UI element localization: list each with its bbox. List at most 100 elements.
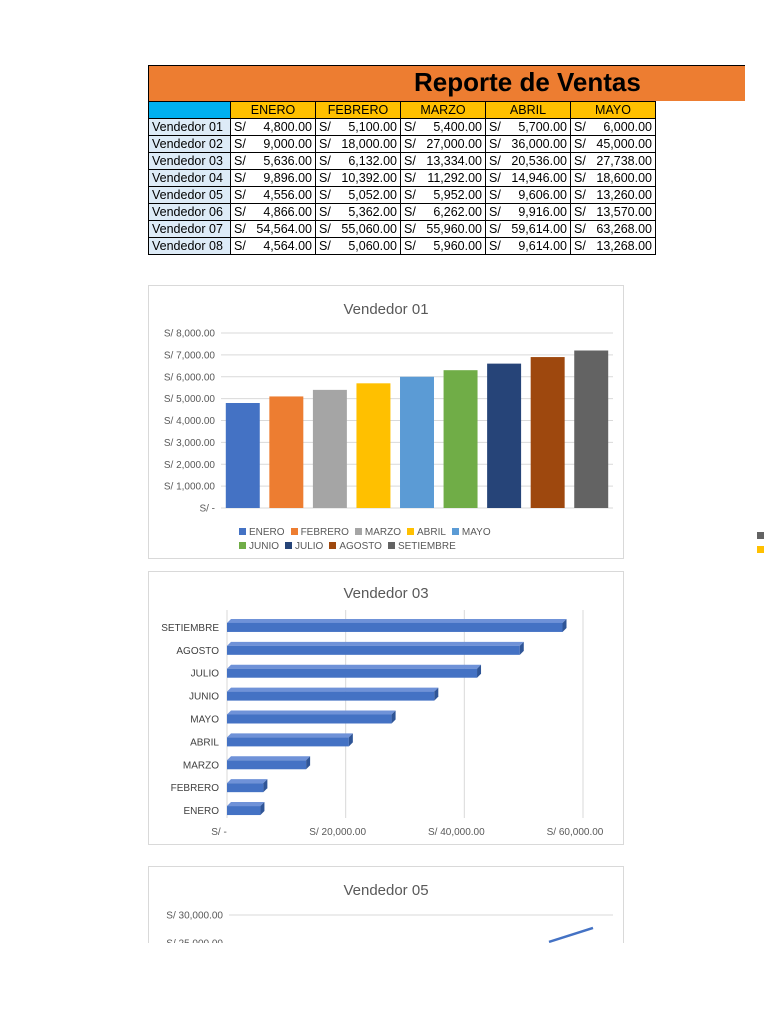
sales-value-cell[interactable]: S/4,564.00 xyxy=(230,237,316,255)
sales-value-cell[interactable]: S/13,334.00 xyxy=(400,152,486,170)
sales-value-cell[interactable]: S/5,960.00 xyxy=(400,237,486,255)
table-corner-cell[interactable] xyxy=(148,101,231,119)
y-tick-label: S/ 8,000.00 xyxy=(164,329,216,340)
sales-value-cell[interactable]: S/13,268.00 xyxy=(570,237,656,255)
table-row: Vendedor 07 S/54,564.00 S/55,060.00 S/55,96… xyxy=(148,220,656,238)
column-header[interactable]: ABRIL xyxy=(485,101,571,119)
sales-value-cell[interactable]: S/5,060.00 xyxy=(315,237,401,255)
amount: 6,000.00 xyxy=(603,120,652,134)
chart-legend: ENERO FEBRERO MARZO ABRIL MAYO JUNIO JULIO AGOS… xyxy=(239,526,559,554)
sales-value-cell[interactable]: S/55,960.00 xyxy=(400,220,486,238)
amount: 4,866.00 xyxy=(263,205,312,219)
legend-swatch xyxy=(407,528,415,535)
vendor-name-cell[interactable]: Vendedor 08 xyxy=(148,237,231,255)
sales-value-cell[interactable]: S/4,800.00 xyxy=(230,118,316,136)
vendor-name-cell[interactable]: Vendedor 01 xyxy=(148,118,231,136)
y-category-label: JUNIO xyxy=(189,692,219,703)
x-tick-label: S/ 40,000.00 xyxy=(428,827,485,838)
sales-value-cell[interactable]: S/9,916.00 xyxy=(485,203,571,221)
legend-entry[interactable]: AGOSTO xyxy=(329,540,382,554)
y-category-label: AGOSTO xyxy=(176,646,219,657)
vendor-name-cell[interactable]: Vendedor 04 xyxy=(148,169,231,187)
table-row: Vendedor 02 S/9,000.00 S/18,000.00 S/27,000… xyxy=(148,135,656,153)
sales-value-cell[interactable]: S/6,262.00 xyxy=(400,203,486,221)
vendor-name-cell[interactable]: Vendedor 07 xyxy=(148,220,231,238)
legend-entry[interactable]: MARZO xyxy=(354,526,401,540)
sales-value-cell[interactable]: S/4,866.00 xyxy=(230,203,316,221)
vendor-name-cell[interactable]: Vendedor 06 xyxy=(148,203,231,221)
column-header[interactable]: MARZO xyxy=(400,101,486,119)
chart-vendedor-03[interactable]: Vendedor 03 S/ - S/ 20,000.00 S/ 40,000.00 S… xyxy=(148,571,624,845)
sales-value-cell[interactable]: S/13,260.00 xyxy=(570,186,656,204)
sales-value-cell[interactable]: S/9,614.00 xyxy=(485,237,571,255)
sales-value-cell[interactable]: S/13,570.00 xyxy=(570,203,656,221)
currency-symbol: S/ xyxy=(234,205,246,219)
currency-symbol: S/ xyxy=(574,239,586,253)
sales-value-cell[interactable]: S/14,946.00 xyxy=(485,169,571,187)
amount: 9,606.00 xyxy=(518,188,567,202)
bar-side xyxy=(519,641,524,655)
sales-value-cell[interactable]: S/4,556.00 xyxy=(230,186,316,204)
chart-vendedor-05[interactable]: Vendedor 05 S/ 30,000.00 S/ 25,000.00 xyxy=(148,866,624,943)
sales-value-cell[interactable]: S/55,060.00 xyxy=(315,220,401,238)
currency-symbol: S/ xyxy=(319,205,331,219)
sales-value-cell[interactable]: S/9,606.00 xyxy=(485,186,571,204)
sales-value-cell[interactable]: S/54,564.00 xyxy=(230,220,316,238)
sales-value-cell[interactable]: S/27,000.00 xyxy=(400,135,486,153)
legend-entry[interactable]: JUNIO xyxy=(239,540,279,554)
legend-entry[interactable]: JULIO xyxy=(285,540,323,554)
sales-value-cell[interactable]: S/6,000.00 xyxy=(570,118,656,136)
sales-value-cell[interactable]: S/6,132.00 xyxy=(315,152,401,170)
sales-value-cell[interactable]: S/5,952.00 xyxy=(400,186,486,204)
currency-symbol: S/ xyxy=(404,205,416,219)
legend-label: MAYO xyxy=(461,527,491,538)
currency-symbol: S/ xyxy=(404,120,416,134)
sales-value-cell[interactable]: S/18,600.00 xyxy=(570,169,656,187)
legend-swatch xyxy=(239,542,246,549)
bar-top xyxy=(227,733,353,738)
sales-value-cell[interactable]: S/5,052.00 xyxy=(315,186,401,204)
chart-vendedor-01[interactable]: Vendedor 01 S/ - S/ 1,000.00 S/ 2,000.00 S/ … xyxy=(148,285,624,559)
vendor-name-cell[interactable]: Vendedor 03 xyxy=(148,152,231,170)
legend-entry[interactable]: SETIEMBRE xyxy=(387,540,456,554)
legend-entry[interactable]: FEBRERO xyxy=(290,526,349,540)
y-category-label: FEBRERO xyxy=(171,783,220,794)
sales-value-cell[interactable]: S/20,536.00 xyxy=(485,152,571,170)
sales-value-cell[interactable]: S/45,000.00 xyxy=(570,135,656,153)
sales-value-cell[interactable]: S/5,400.00 xyxy=(400,118,486,136)
amount: 13,268.00 xyxy=(596,239,652,253)
sales-value-cell[interactable]: S/11,292.00 xyxy=(400,169,486,187)
sales-value-cell[interactable]: S/36,000.00 xyxy=(485,135,571,153)
sales-value-cell[interactable]: S/18,000.00 xyxy=(315,135,401,153)
sales-value-cell[interactable]: S/5,362.00 xyxy=(315,203,401,221)
offscreen-legend-swatch xyxy=(757,532,764,539)
column-header[interactable]: FEBRERO xyxy=(315,101,401,119)
sales-value-cell[interactable]: S/9,000.00 xyxy=(230,135,316,153)
legend-entry[interactable]: ABRIL xyxy=(407,526,446,540)
sales-value-cell[interactable]: S/5,700.00 xyxy=(485,118,571,136)
sales-value-cell[interactable]: S/27,738.00 xyxy=(570,152,656,170)
currency-symbol: S/ xyxy=(489,205,501,219)
sales-value-cell[interactable]: S/9,896.00 xyxy=(230,169,316,187)
y-category-label: ENERO xyxy=(183,806,219,817)
column-header[interactable]: ENERO xyxy=(230,101,316,119)
sales-value-cell[interactable]: S/5,100.00 xyxy=(315,118,401,136)
y-tick-label: S/ 25,000.00 xyxy=(166,939,223,944)
currency-symbol: S/ xyxy=(489,188,501,202)
vendor-name-cell[interactable]: Vendedor 02 xyxy=(148,135,231,153)
column-header[interactable]: MAYO xyxy=(570,101,656,119)
bar xyxy=(227,783,264,793)
y-category-label: SETIEMBRE xyxy=(161,623,219,634)
vendor-name-cell[interactable]: Vendedor 05 xyxy=(148,186,231,204)
amount: 27,738.00 xyxy=(596,154,652,168)
sales-value-cell[interactable]: S/10,392.00 xyxy=(315,169,401,187)
legend-entry[interactable]: ENERO xyxy=(239,526,285,540)
amount: 5,362.00 xyxy=(348,205,397,219)
legend-swatch xyxy=(285,542,292,549)
bar-top xyxy=(227,802,265,807)
sales-value-cell[interactable]: S/5,636.00 xyxy=(230,152,316,170)
sales-value-cell[interactable]: S/63,268.00 xyxy=(570,220,656,238)
bar xyxy=(227,645,520,655)
sales-value-cell[interactable]: S/59,614.00 xyxy=(485,220,571,238)
legend-entry[interactable]: MAYO xyxy=(451,526,491,540)
